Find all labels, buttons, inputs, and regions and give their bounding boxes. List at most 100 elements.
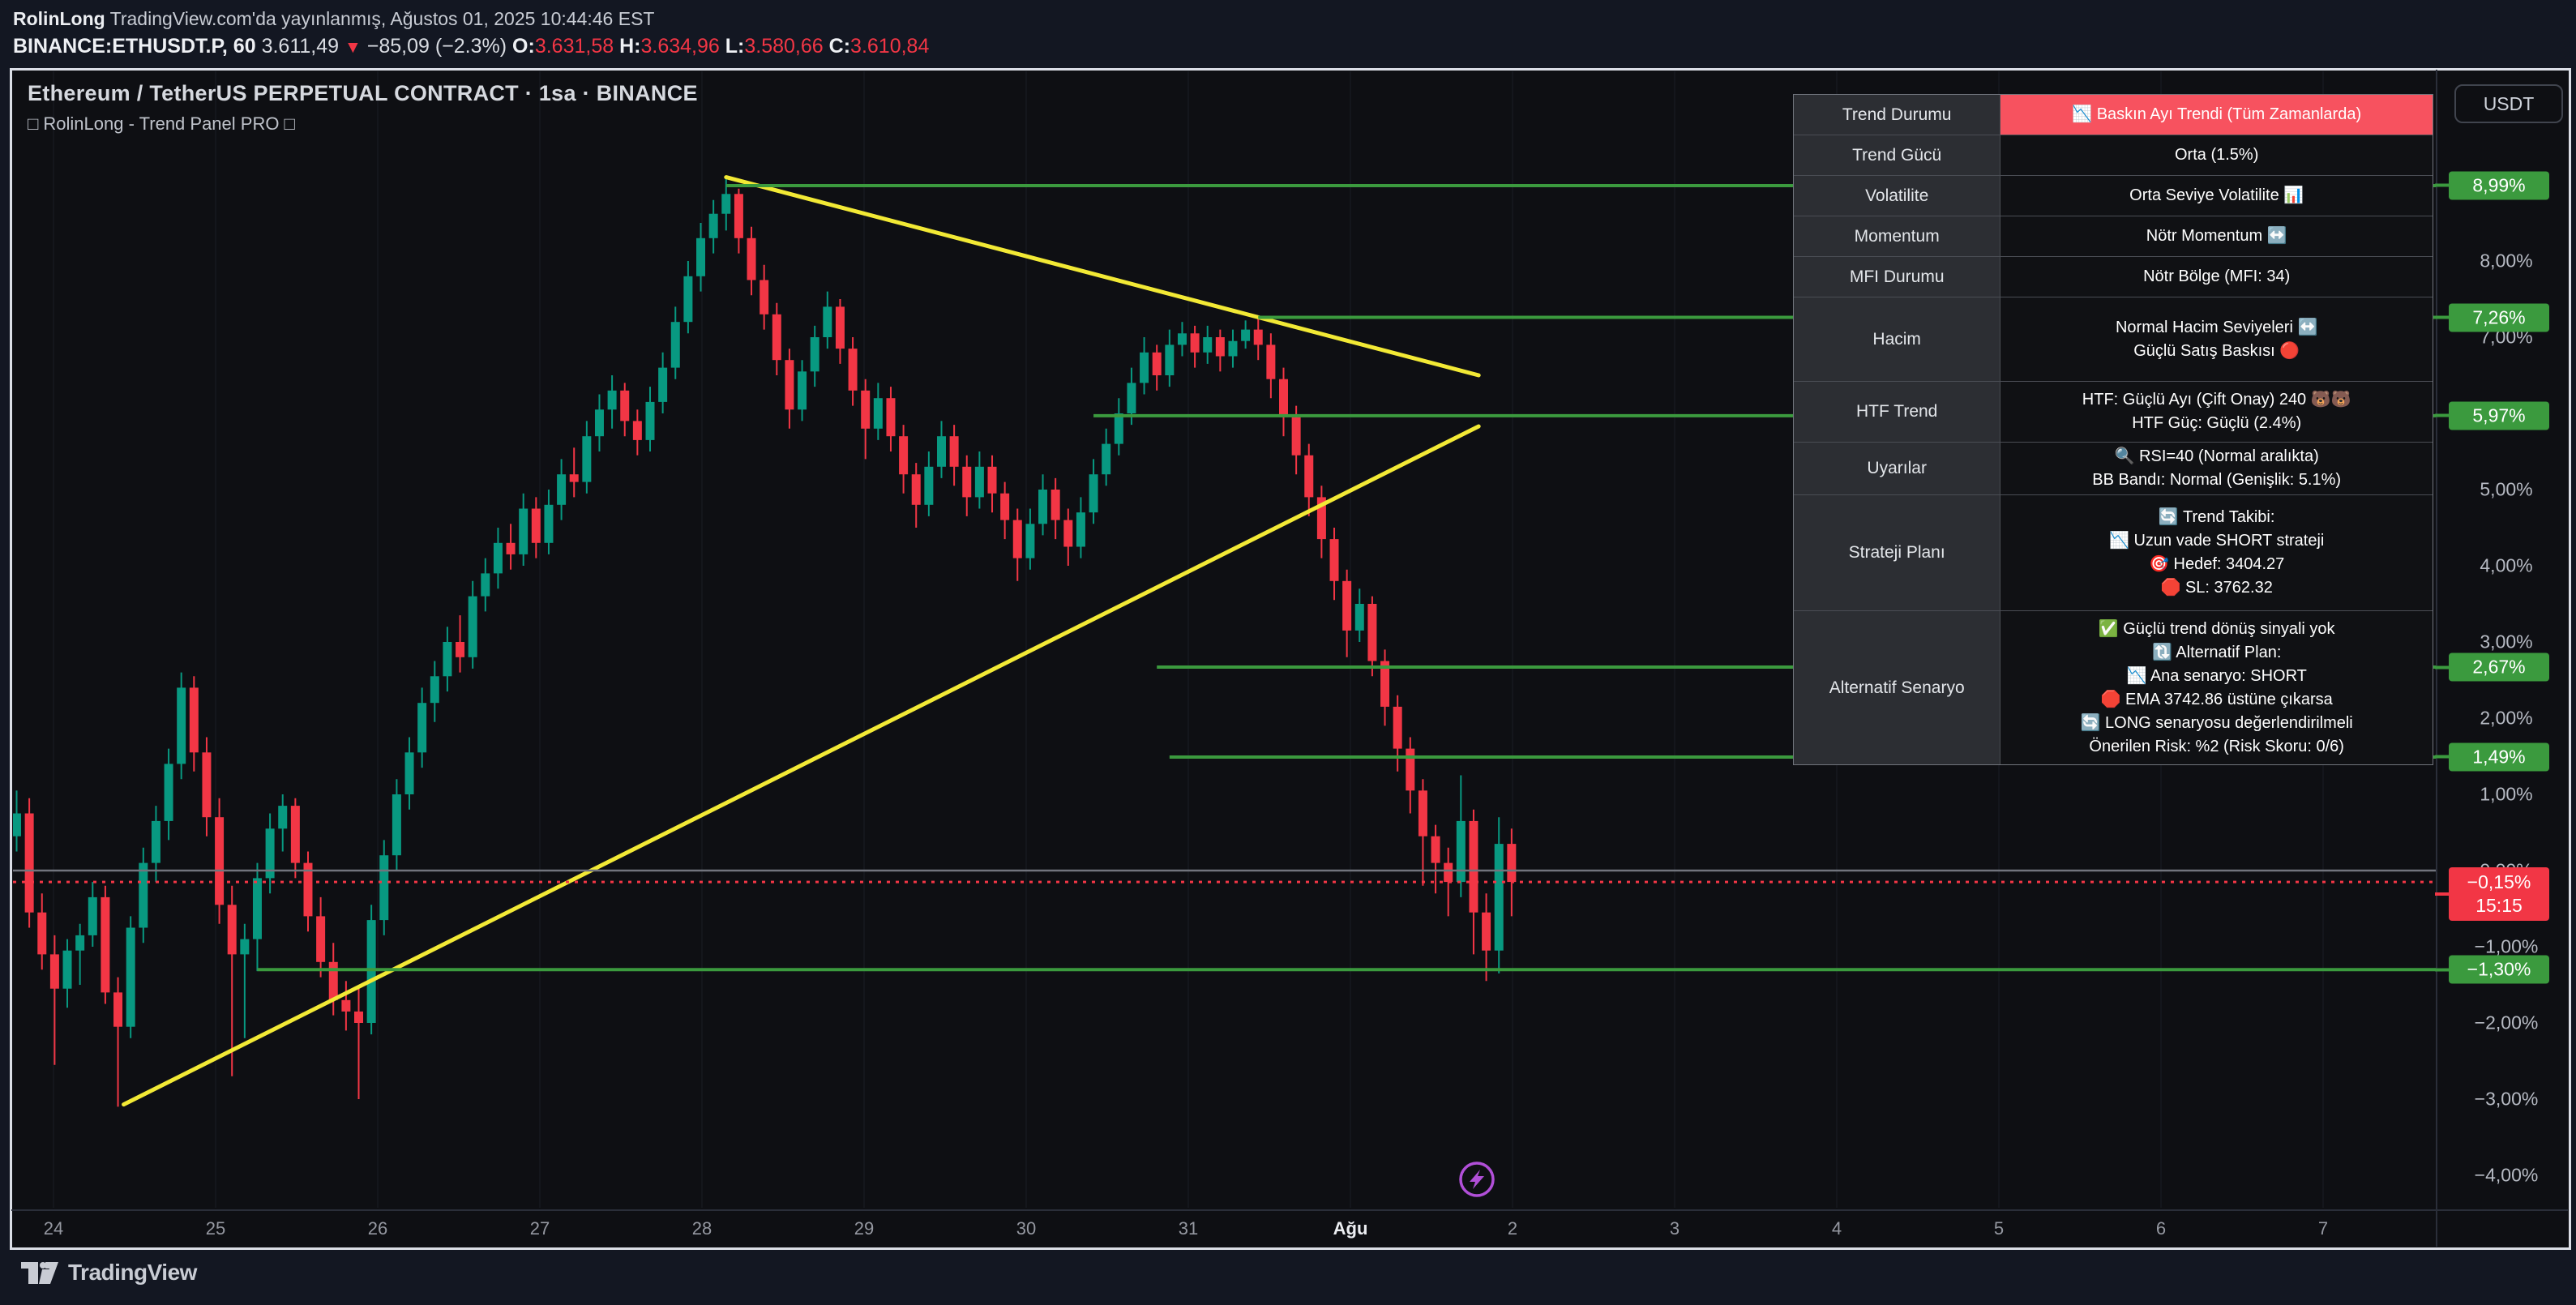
candle <box>75 923 85 985</box>
candle <box>899 425 909 494</box>
candle <box>886 387 896 451</box>
price-scale-tick: −2,00% <box>2474 1012 2539 1033</box>
candle <box>341 981 351 1031</box>
candle <box>1456 775 1466 897</box>
panel-row: Trend Gücü Orta (1.5%) <box>1794 135 2433 176</box>
symbol-name: BINANCE:ETHUSDT.P, 60 <box>13 35 256 58</box>
candle <box>1367 596 1377 677</box>
candle <box>683 261 693 334</box>
high-label: H: <box>619 35 641 58</box>
chart-plot-area[interactable] <box>12 71 2436 1208</box>
candle <box>1038 474 1048 536</box>
price-scale-tick: −1,00% <box>2474 935 2539 957</box>
candle <box>1393 695 1402 772</box>
panel-value-line: HTF Güç: Güçlü (2.4%) <box>2132 414 2302 432</box>
candle <box>392 779 401 871</box>
panel-row-value: 📉 Baskın Ayı Trendi (Tüm Zamanlarda) <box>2000 95 2433 135</box>
candle <box>202 737 212 836</box>
candle <box>443 627 452 692</box>
panel-row: MFI Durumu Nötr Bölge (MFI: 34) <box>1794 257 2433 297</box>
candle <box>696 223 706 292</box>
time-axis-tick: 5 <box>1993 1218 2005 1239</box>
panel-row-value: Orta (1.5%) <box>2000 135 2433 175</box>
panel-value-line: Nötr Bölge (MFI: 34) <box>2143 267 2291 285</box>
time-axis-tick: 24 <box>43 1218 64 1239</box>
candle <box>506 524 516 570</box>
candle <box>1304 443 1314 516</box>
panel-row-label: HTF Trend <box>1794 382 2001 442</box>
panel-row: Strateji Planı 🔄 Trend Takibi: 📉 Uzun vade… <box>1794 495 2433 611</box>
candle <box>1215 329 1225 372</box>
time-axis-tick: 26 <box>367 1218 388 1239</box>
price-level-badge: 7,26% <box>2435 303 2549 332</box>
candle <box>936 421 946 478</box>
time-axis-separator <box>11 1209 2568 1211</box>
trendline[interactable] <box>122 424 1481 1107</box>
panel-value-line: 🛑 EMA 3742.86 üstüne çıkarsa <box>2100 690 2333 708</box>
time-axis-tick: 7 <box>2317 1218 2329 1239</box>
time-axis-tick: 2 <box>1507 1218 1518 1239</box>
panel-value-line: BB Bandı: Normal (Genişlik: 5.1%) <box>2092 471 2342 489</box>
candle <box>1469 809 1478 955</box>
time-axis-tick: 25 <box>205 1218 226 1239</box>
panel-row-label: Momentum <box>1794 216 2001 256</box>
candle <box>252 862 262 972</box>
panel-row: Volatilite Orta Seviye Volatilite 📊 <box>1794 176 2433 216</box>
candle <box>430 661 439 722</box>
open-value: 3.631,58 <box>534 35 614 58</box>
candle <box>594 394 604 451</box>
currency-toggle-button[interactable]: USDT <box>2454 84 2563 123</box>
price-level-badge: 8,99% <box>2435 171 2549 200</box>
time-axis-tick: Ağu <box>1333 1218 1368 1239</box>
close-label: C: <box>828 35 851 58</box>
panel-value-line: Normal Hacim Seviyeleri ↔️ <box>2115 318 2318 336</box>
candle <box>1203 325 1213 364</box>
candle <box>1431 824 1440 894</box>
candle <box>49 935 59 1065</box>
candle <box>1152 344 1162 391</box>
candle <box>101 885 110 1004</box>
price-scale-tick: −3,00% <box>2474 1088 2539 1110</box>
panel-row-label: Alternatif Senaryo <box>1794 611 2001 764</box>
low-value: 3.580,66 <box>744 35 824 58</box>
panel-row-label: MFI Durumu <box>1794 257 2001 297</box>
candle <box>493 528 503 589</box>
price-scale-tick: 1,00% <box>2480 783 2533 805</box>
panel-row-value: 🔄 Trend Takibi: 📉 Uzun vade SHORT stratej… <box>2000 495 2433 610</box>
candle <box>1279 367 1288 437</box>
panel-value-line: Güçlü Satış Baskısı 🔴 <box>2133 341 2300 360</box>
candle <box>1253 319 1263 361</box>
trendline[interactable] <box>724 175 1481 378</box>
price-scale-tick: 4,00% <box>2480 554 2533 576</box>
high-value: 3.634,96 <box>640 35 720 58</box>
lightning-marker-icon[interactable] <box>1457 1160 1496 1203</box>
candle <box>645 387 655 451</box>
candle <box>1140 337 1149 395</box>
candle <box>1354 588 1364 642</box>
candle <box>1076 497 1085 558</box>
candle <box>164 748 173 841</box>
panel-value-line: 🔃 Alternatif Plan: <box>2151 643 2282 661</box>
candle <box>1418 779 1427 886</box>
candle <box>544 490 554 554</box>
price-change: −85,09 (−2.3%) <box>366 35 507 58</box>
candle <box>1380 649 1390 726</box>
candle <box>1000 481 1010 540</box>
candle <box>24 798 34 928</box>
candle <box>379 840 389 935</box>
candle <box>1177 322 1187 357</box>
panel-row-value: 🔍 RSI=40 (Normal aralıkta) BB Bandı: Norm… <box>2000 443 2433 494</box>
publish-header: RolinLong TradingView.com'da yayınlanmış… <box>13 5 929 62</box>
candle <box>1102 428 1111 486</box>
candle <box>404 737 414 810</box>
candle <box>861 379 871 460</box>
panel-value-line: ✅ Güçlü trend dönüş sinyali yok <box>2098 619 2335 638</box>
panel-row: HTF Trend HTF: Güçlü Ayı (Çift Onay) 240 … <box>1794 382 2433 443</box>
candle <box>1190 325 1200 368</box>
candle <box>37 893 47 970</box>
panel-value-line: Önerilen Risk: %2 (Risk Skoru: 0/6) <box>2089 737 2344 755</box>
chart-legend: Ethereum / TetherUS PERPETUAL CONTRACT ·… <box>28 81 698 135</box>
time-axis-tick: 30 <box>1016 1218 1037 1239</box>
candle <box>632 409 642 456</box>
